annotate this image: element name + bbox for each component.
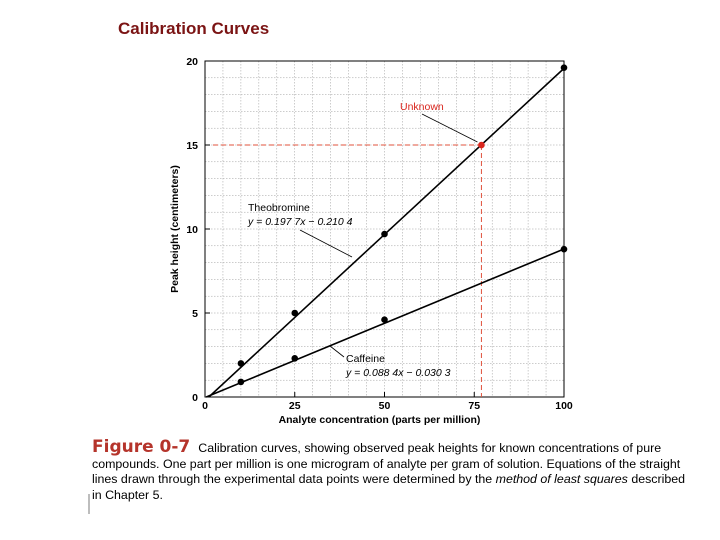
data-point-theobromine xyxy=(237,360,245,367)
figure-label: Figure 0-7 xyxy=(92,437,191,457)
data-point-caffeine xyxy=(291,355,299,362)
fit-line-caffeine xyxy=(205,248,565,398)
y-axis-label: Peak height (centimeters) xyxy=(169,165,181,293)
caffeine-leader xyxy=(329,345,345,358)
theobromine-leader xyxy=(299,229,353,258)
data-point-theobromine xyxy=(291,309,299,317)
y-tick-label: 20 xyxy=(186,56,198,68)
x-tick-label: 0 xyxy=(202,400,208,412)
y-tick-label: 15 xyxy=(186,140,198,152)
slide-title: Calibration Curves xyxy=(118,19,270,38)
caption-text-2: described in Chapter 5. xyxy=(92,472,686,502)
scan-artifact xyxy=(88,494,90,514)
x-tick-label: 100 xyxy=(555,400,573,412)
caffeine-label: Caffeine xyxy=(346,353,385,365)
y-tick-label: 0 xyxy=(192,392,198,404)
caffeine-equation: y = 0.088 4x − 0.030 3 xyxy=(345,367,451,379)
y-tick-label: 5 xyxy=(192,308,198,320)
data-point-caffeine xyxy=(560,245,568,253)
data-point-theobromine xyxy=(560,64,568,72)
data-point-theobromine xyxy=(381,230,388,238)
data-points xyxy=(237,64,568,386)
calibration-chart: 0 25 50 75 100 0 5 10 15 20 Analyte concentration … xyxy=(169,56,573,426)
y-tick-label: 10 xyxy=(186,224,198,236)
data-point-caffeine xyxy=(237,378,245,386)
x-axis-label: Analyte concentration (parts per million… xyxy=(279,414,481,426)
axis-ticks: 0 25 50 75 100 0 5 10 15 20 Analyte concentration … xyxy=(169,56,573,426)
unknown-leader xyxy=(421,113,478,143)
x-tick-label: 25 xyxy=(289,400,301,412)
x-tick-label: 75 xyxy=(468,400,480,412)
caption-text-1: Calibration curves, showing observed pea… xyxy=(92,441,681,487)
data-point-caffeine xyxy=(381,316,388,324)
grid-lines xyxy=(205,61,564,397)
theobromine-label: Theobromine xyxy=(248,202,310,214)
unknown-label: Unknown xyxy=(400,101,444,113)
annotations: Unknown Theobromine y = 0.197 7x − 0.210 4… xyxy=(247,101,478,379)
figure-caption: Figure 0-7 Calibration curves, showing ob… xyxy=(92,437,692,503)
theobromine-equation: y = 0.197 7x − 0.210 4 xyxy=(247,216,353,228)
unknown-guide-lines xyxy=(205,144,482,397)
unknown-point xyxy=(478,141,485,149)
caption-emphasis: method of least squares xyxy=(495,472,628,487)
x-tick-label: 50 xyxy=(379,400,391,412)
